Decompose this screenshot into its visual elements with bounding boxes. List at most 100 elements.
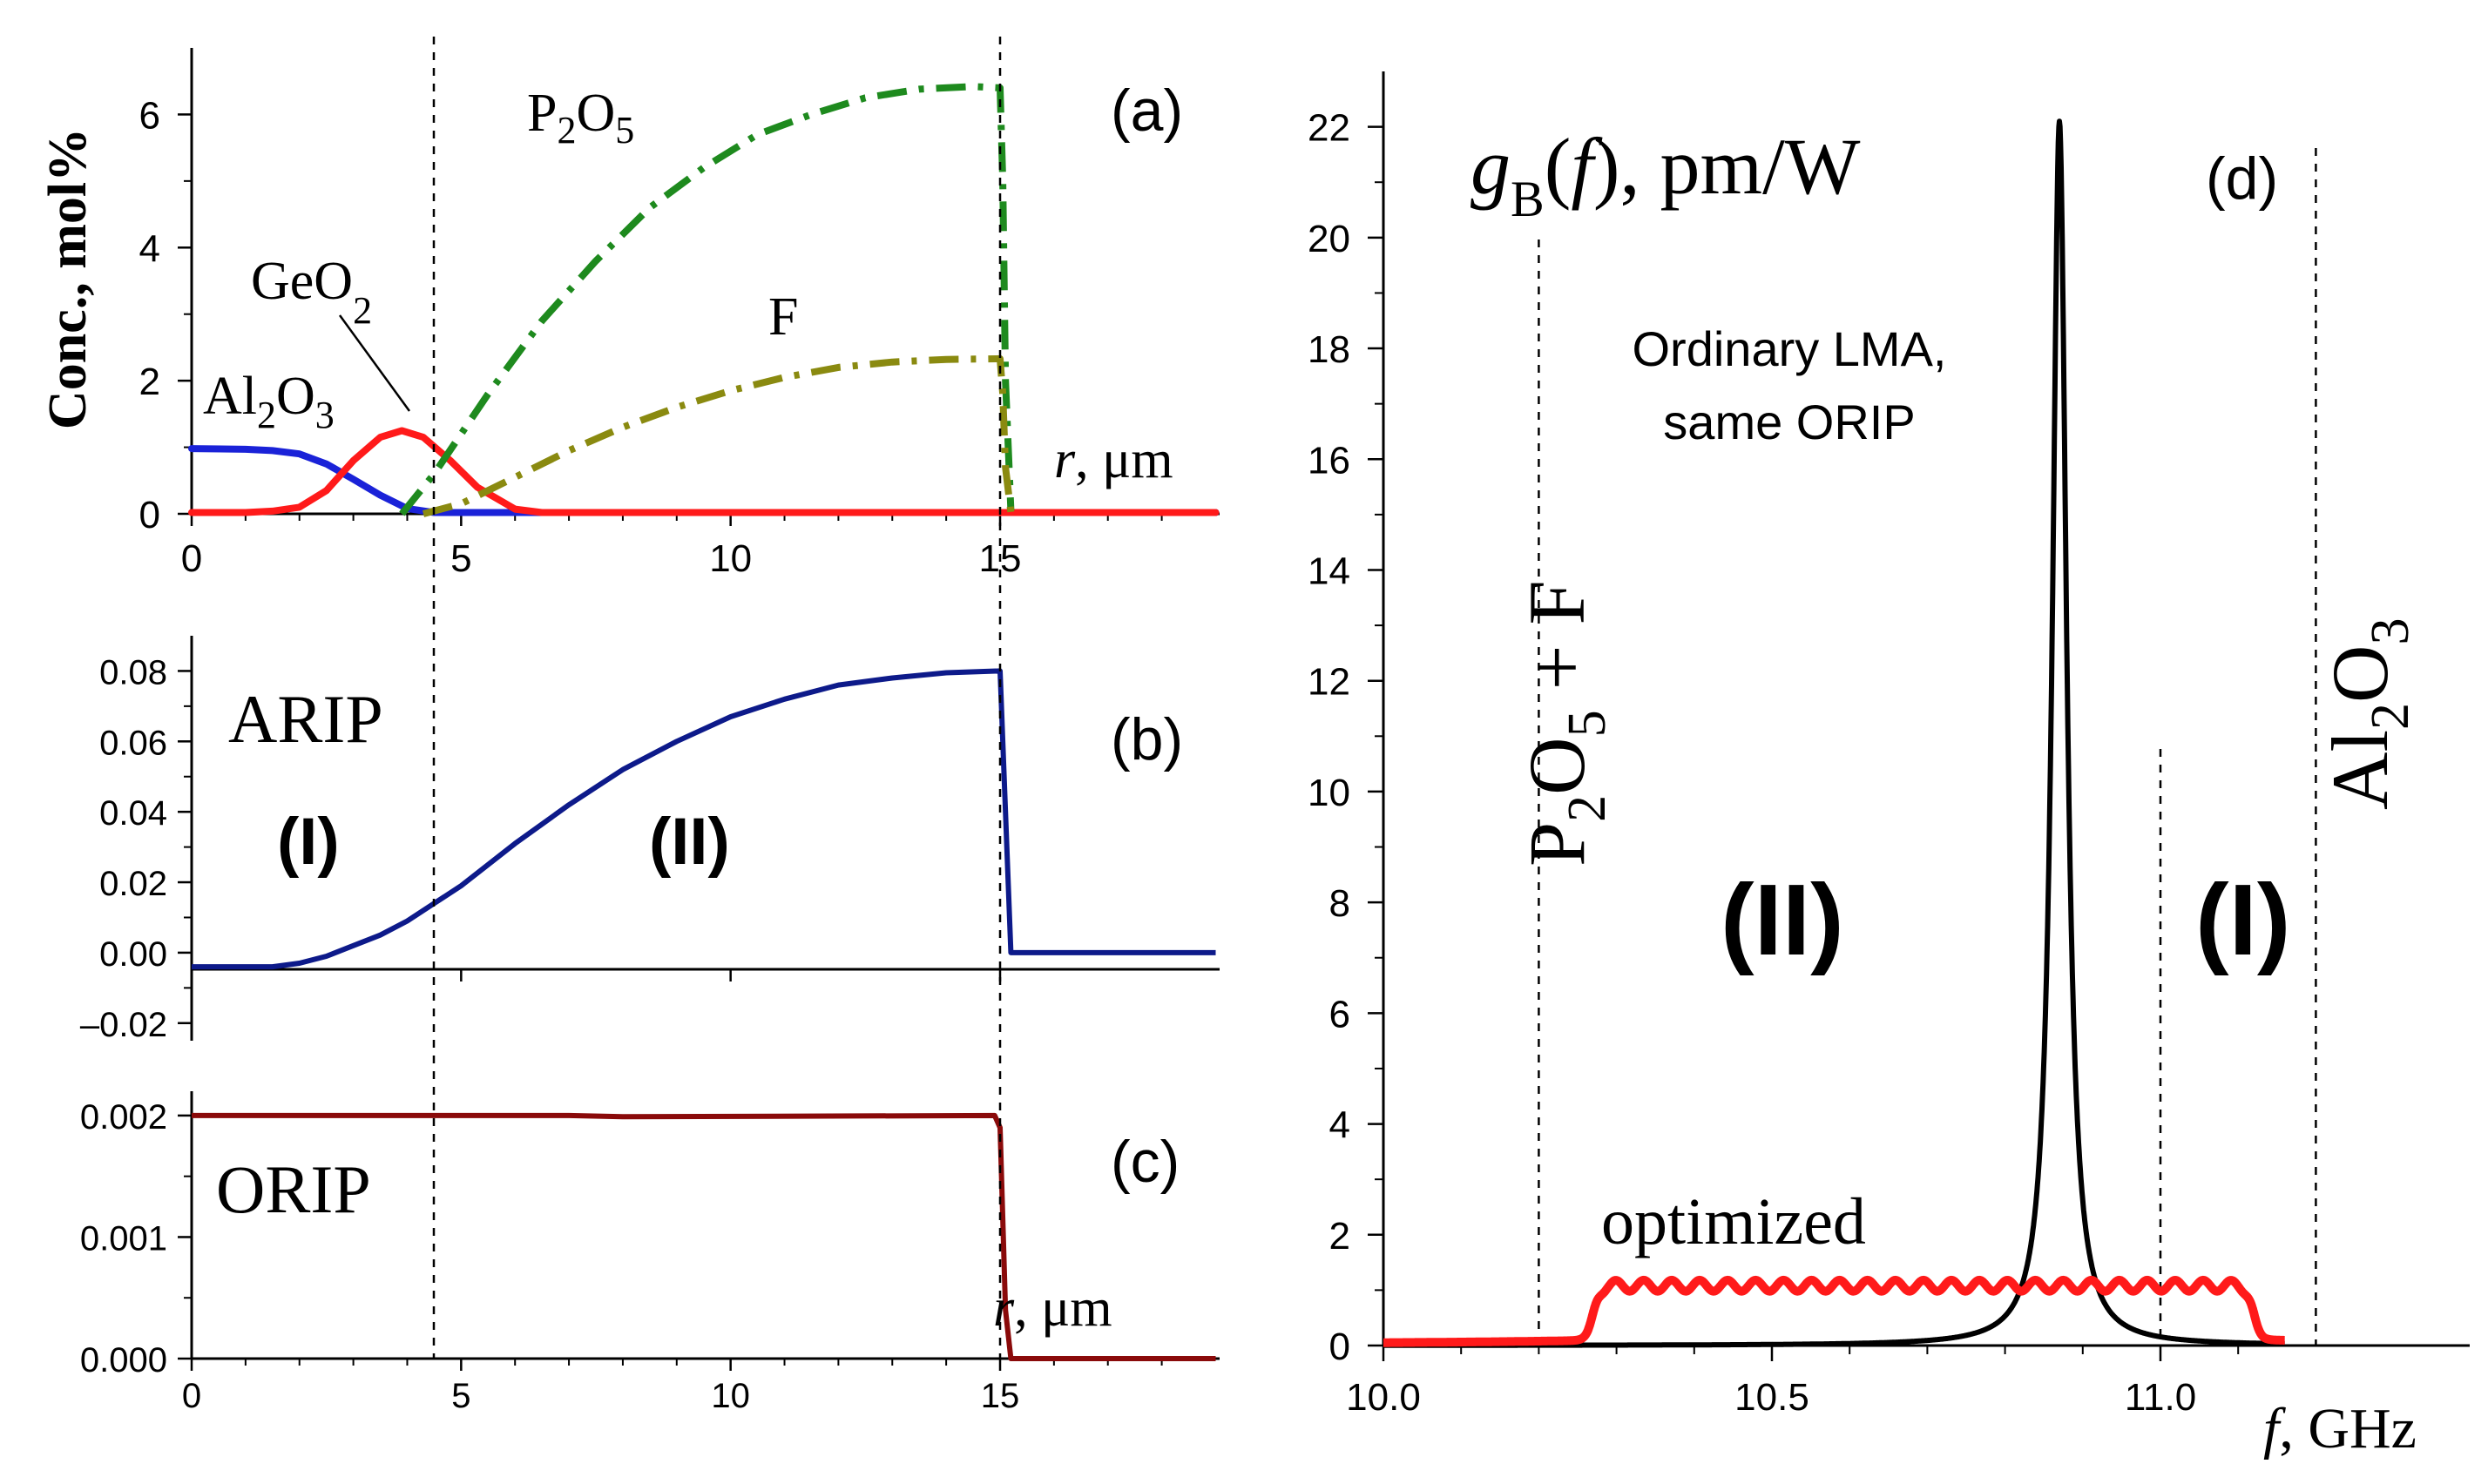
series-f-line <box>422 354 1015 517</box>
panel-c-xtick-label: 10 <box>711 1377 750 1415</box>
series-arip-line <box>192 668 1216 970</box>
label-geo2-main: GeO <box>251 252 353 311</box>
region-ii-label-b: (II) <box>649 805 730 879</box>
panel-d-ytick-label: 18 <box>1308 328 1350 371</box>
panel-a-ytick-label: 0 <box>139 494 160 536</box>
panel-d-ytick-label: 2 <box>1329 1215 1350 1258</box>
label-p2o5-o: O <box>576 84 615 143</box>
panel-d-ytick-label: 14 <box>1308 550 1350 592</box>
panel-a-xtick-label: 5 <box>450 537 471 580</box>
label-geo2-sub: 2 <box>353 289 372 332</box>
panel-a-xtick-label: 10 <box>709 537 752 580</box>
panel-c-xtick-label: 0 <box>182 1377 201 1415</box>
al2o3-vertical-label: Al2O3 <box>2316 618 2420 810</box>
panel-d-xtick-label: 10.5 <box>1734 1376 1809 1419</box>
vlabel-o-sub: 5 <box>1558 710 1617 737</box>
panel-d-xlabel-unit: , GHz <box>2279 1397 2417 1460</box>
vlabel-al: Al <box>2316 730 2404 810</box>
panel-d-ytick-label: 22 <box>1308 107 1350 150</box>
panel-a-label: (a) <box>1111 78 1183 144</box>
series-orip-line <box>192 1112 1216 1361</box>
label-al2o3: Al2O3 <box>203 367 335 436</box>
p2o5-f-vertical-label: P2O5 + F <box>1512 580 1617 867</box>
panel-d-ytick-label: 12 <box>1308 661 1350 704</box>
panel-d-ticks: 0 2 4 6 8 10 12 14 16 18 20 22 10.0 10.5 11.0 <box>1308 107 2240 1419</box>
panel-a-xlabel: r, μm <box>1054 430 1173 489</box>
label-f: F <box>768 287 798 347</box>
panel-c-xtick-label: 5 <box>451 1377 470 1415</box>
label-al2o3-sub2: 3 <box>315 394 335 436</box>
vlabel-al-sub: 2 <box>2361 703 2420 730</box>
panel-d-ytick-label: 0 <box>1329 1325 1350 1368</box>
optimized-label: optimized <box>1601 1185 1866 1258</box>
vlabel-al-o: O <box>2316 645 2404 703</box>
ordinary-lma-label-line2: same ORIP <box>1663 395 1915 449</box>
label-p2o5-p: P <box>527 84 557 143</box>
label-al2o3-sub1: 2 <box>257 394 276 436</box>
panel-c-xlabel: r, μm <box>993 1278 1112 1338</box>
panel-c-xtick-label: 15 <box>981 1377 1020 1415</box>
panel-c-ticks: 0.000 0.001 0.002 0 5 10 15 <box>80 1098 1163 1415</box>
panel-d-series <box>1379 118 2289 1348</box>
panel-d-xtick-label: 10.0 <box>1346 1376 1421 1419</box>
panel-c-ytick-label: 0.001 <box>80 1219 167 1258</box>
panel-d-title-sub: B <box>1511 171 1545 227</box>
panel-b-ytick-label: 0.04 <box>99 794 167 833</box>
panel-b: –0.02 0.00 0.02 0.04 0.06 0.08 (b) ARIP (I) (… <box>80 636 1220 1044</box>
panel-d-xlabel: f, GHz <box>2263 1397 2417 1460</box>
panel-d-ytick-label: 20 <box>1308 218 1350 260</box>
panel-a-ylabel: Conc., mol% <box>38 128 98 429</box>
panel-b-ytick-label: 0.02 <box>99 865 167 903</box>
panel-b-ticks: –0.02 0.00 0.02 0.04 0.06 0.08 <box>80 653 1002 1044</box>
panel-d-label: (d) <box>2206 145 2278 212</box>
series-optimized-line <box>1379 1275 2289 1347</box>
region-i-label-b: (I) <box>277 805 340 879</box>
panel-b-ytick-label: 0.00 <box>99 935 167 974</box>
vlabel-al-o-sub: 3 <box>2361 618 2420 645</box>
panel-a-ytick-label: 4 <box>139 227 160 270</box>
panel-a-xlabel-unit: , μm <box>1075 430 1173 489</box>
orip-label: ORIP <box>216 1151 371 1227</box>
panel-a-xlabel-var: r <box>1054 430 1076 489</box>
series-ordinary-lma-line <box>1381 118 2288 1348</box>
panel-a-xtick-label: 0 <box>181 537 202 580</box>
label-p2o5: P2O5 <box>527 84 634 152</box>
region-ii-label-d: (II) <box>1721 863 1844 976</box>
panel-b-series <box>192 668 1216 970</box>
panel-b-ytick-label: 0.08 <box>99 653 167 691</box>
panel-d-title: gB(f), pm/W <box>1470 122 1861 227</box>
panel-d-xtick-label: 11.0 <box>2125 1376 2196 1419</box>
panel-d-title-open: ( <box>1545 122 1572 211</box>
panel-a-ytick-label: 6 <box>139 94 160 137</box>
label-geo2: GeO2 <box>251 252 372 332</box>
panel-c-xlabel-unit: , μm <box>1014 1278 1112 1338</box>
series-p2o5-line <box>399 83 1015 516</box>
region-i-label-d: (I) <box>2195 863 2291 976</box>
vlabel-o: O <box>1512 737 1601 794</box>
panel-b-ytick-label: 0.06 <box>99 724 167 762</box>
label-al2o3-o: O <box>276 367 315 426</box>
panel-b-label: (b) <box>1111 706 1183 772</box>
label-p2o5-sub1: 2 <box>557 109 576 152</box>
ordinary-lma-label-line1: Ordinary LMA, <box>1633 321 1947 376</box>
vlabel-p: P <box>1512 822 1601 867</box>
panel-d-title-g: g <box>1470 122 1511 211</box>
panel-d-vlines <box>1538 148 2317 1346</box>
panel-c-ytick-label: 0.002 <box>80 1098 167 1137</box>
panel-d-ytick-label: 8 <box>1329 882 1350 925</box>
panel-c-series <box>192 1112 1216 1361</box>
panel-c: 0.000 0.001 0.002 0 5 10 15 (c) ORIP r, μm <box>80 1091 1220 1415</box>
geo2-pointer-line <box>338 314 411 412</box>
panel-c-ytick-label: 0.000 <box>80 1341 167 1379</box>
panel-d-ytick-label: 16 <box>1308 439 1350 482</box>
panel-a-series <box>188 83 1220 517</box>
panel-d-ytick-label: 6 <box>1329 993 1350 1035</box>
panel-b-ytick-label: –0.02 <box>80 1006 167 1044</box>
panel-d-title-unit: ), pm/W <box>1593 122 1861 211</box>
panel-d-ytick-label: 10 <box>1308 772 1350 814</box>
label-p2o5-sub2: 5 <box>615 109 634 152</box>
